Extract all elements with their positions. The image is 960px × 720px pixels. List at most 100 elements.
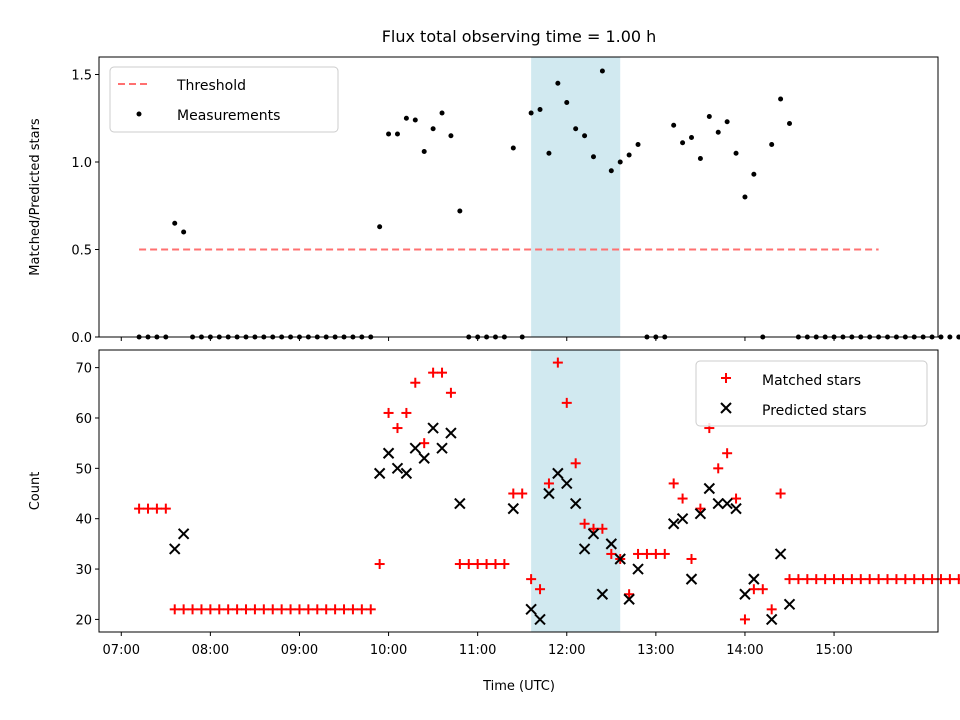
matched-star-marker [561,397,572,408]
measurement-point [590,154,596,160]
predicted-marker-b [534,613,546,626]
legend-matched-swatch [721,373,731,383]
matched-star-marker [160,503,171,514]
matched-star-marker [944,574,955,585]
predicted-marker-b [391,462,404,475]
matched-star-marker [196,604,207,615]
bottom-y-tick-label: 60 [75,412,92,427]
matched-star-marker [392,423,403,434]
bottom-y-tick-label: 70 [75,362,92,377]
predicted-star-marker [445,427,457,439]
predicted-star-marker [427,422,439,434]
bottom-y-axis-label: Count [28,472,43,511]
matched-star-marker [535,584,546,595]
bottom-y-tick-label: 20 [75,613,92,628]
bottom-y-tick-label: 40 [75,513,92,528]
predicted-star-marker [382,447,395,459]
measurement-point [956,334,960,340]
matched-star-marker [374,559,385,570]
predicted-star-marker [578,543,591,555]
measurement-point [377,224,383,230]
predicted-star-marker [667,518,680,530]
matched-star-marker [873,574,884,585]
predicted-marker-b [578,543,591,555]
bottom-legend-box [695,360,928,427]
matched-star-marker [793,574,804,585]
predicted-marker-b [632,563,644,575]
measurement-point [386,131,392,137]
measurement-point [751,171,757,177]
matched-star-marker [276,604,287,615]
matched-star-marker [241,604,252,615]
measurement-point [671,122,677,128]
measurement-point [724,119,730,125]
measurement-point [742,194,748,200]
predicted-marker-b [774,548,787,560]
predicted-marker-b [721,497,733,510]
legend-measurements-swatch [136,111,142,117]
matched-star-marker [143,503,154,514]
matched-star-marker [294,604,305,615]
legend-measurements-label: Measurements [177,108,280,124]
top-y-axis-label: Matched/Predicted stars [28,118,43,276]
matched-star-marker [383,407,394,418]
matched-star-marker [178,604,189,615]
measurement-point [706,114,712,119]
measurement-point [394,131,400,137]
predicted-marker-b [569,497,582,510]
matched-star-marker [570,458,581,469]
predicted-marker-b [525,603,537,616]
measurement-point [715,129,721,135]
matched-star-marker [490,559,501,570]
matched-star-marker [686,553,697,564]
measurement-point [697,156,703,161]
matched-star-marker [356,604,367,615]
measurement-point [430,126,436,132]
predicted-star-marker [676,512,689,525]
predicted-marker-b [543,487,555,500]
predicted-star-marker [774,548,787,560]
matched-star-marker [624,589,635,600]
x-tick-label: 11:00 [459,643,496,658]
measurement-point [608,168,614,174]
matched-star-marker [935,574,946,585]
matched-star-marker [757,584,768,595]
predicted-marker-b [177,528,190,540]
top-y-tick-label: 1.5 [71,69,92,84]
x-tick-label: 08:00 [192,643,229,658]
matched-star-marker [428,367,439,378]
matched-star-marker [258,604,269,615]
predicted-star-marker [703,482,716,495]
predicted-star-marker [614,553,626,565]
predicted-marker-b [623,593,635,605]
bottom-axes-frame [98,349,939,633]
matched-star-marker [517,488,528,499]
measurement-point [412,117,418,123]
measurement-point [778,96,784,102]
measurement-point [688,135,694,140]
x-tick-label: 14:00 [726,643,763,658]
predicted-star-marker [525,603,537,616]
matched-star-marker [722,448,733,459]
measurement-point [582,133,588,139]
predicted-marker-b [454,497,466,510]
measurement-point [733,150,739,156]
matched-star-marker [134,503,145,514]
predicted-marker-b [418,452,430,464]
matched-star-marker [410,377,421,388]
predicted-marker-b [739,588,751,600]
matched-star-marker [766,604,777,615]
predicted-marker-b [703,482,716,495]
predicted-marker-b [685,573,698,585]
predicted-star-marker [543,487,555,500]
predicted-marker-b [783,598,796,611]
top-axes-frame [98,56,939,338]
predicted-marker-b [712,497,724,510]
predicted-star-marker [712,497,724,510]
predicted-star-marker [177,528,190,540]
top-panel: 0.0 0.5 1.0 1.5 Matched/Predicted stars Thr… [28,56,960,346]
predicted-star-marker [765,613,778,626]
predicted-star-marker [400,467,413,480]
matched-star-marker [811,574,822,585]
